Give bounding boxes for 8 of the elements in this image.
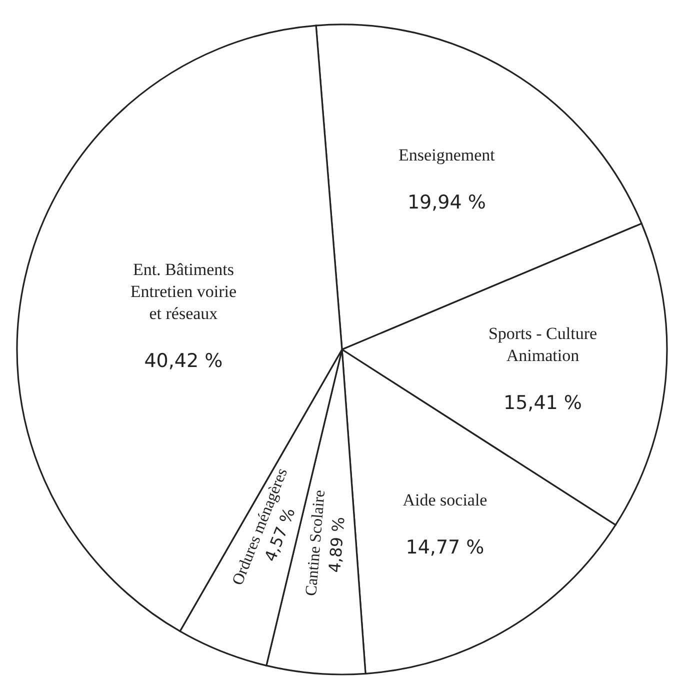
data-label: 40,42 % bbox=[144, 350, 223, 372]
slice-label: Sports - Culture Animation bbox=[488, 324, 598, 365]
data-label: 14,77 % bbox=[406, 536, 484, 559]
data-label: 19,94 % bbox=[407, 191, 486, 214]
slice-label: Ent. Bâtiments Entretien voirie et réseaux bbox=[130, 260, 237, 323]
slice-label: Enseignement bbox=[398, 145, 496, 164]
data-label: 15,41 % bbox=[504, 392, 582, 414]
slice-label: Aide sociale bbox=[402, 490, 488, 510]
